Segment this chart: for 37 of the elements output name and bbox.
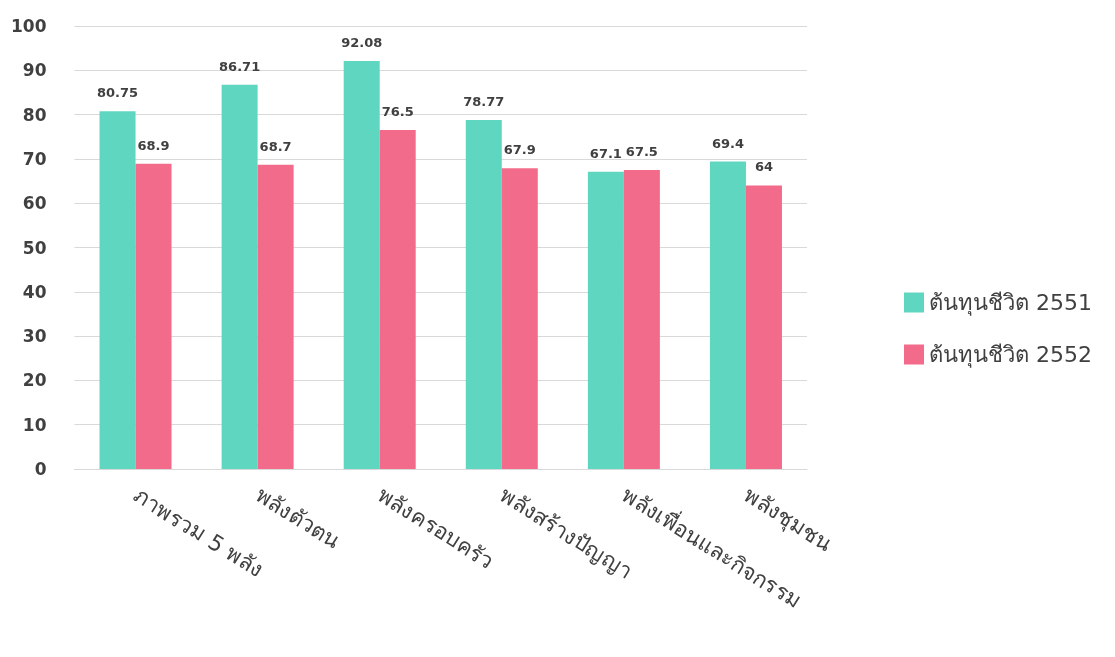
- data-label: 78.77: [463, 94, 505, 110]
- bar: [99, 111, 136, 469]
- bar: [257, 164, 294, 469]
- y-tick-label: 50: [22, 237, 47, 258]
- data-label: 67.1: [589, 145, 622, 161]
- data-label: 67.5: [625, 143, 658, 159]
- bar: [379, 130, 416, 469]
- bar: [501, 168, 538, 469]
- bar: [745, 185, 782, 469]
- bar: [587, 171, 624, 469]
- bar: [343, 61, 380, 469]
- bar: [135, 163, 172, 469]
- data-label: 76.5: [381, 104, 414, 120]
- data-label: 92.08: [341, 35, 383, 51]
- y-tick-label: 80: [22, 104, 47, 125]
- bar: [221, 84, 258, 469]
- y-tick-label: 40: [22, 281, 47, 302]
- legend-label: ต้นทุนชีวิต 2551: [929, 290, 1092, 316]
- y-tick-label: 60: [22, 193, 47, 214]
- y-tick-label: 100: [10, 16, 47, 36]
- data-label: 68.7: [259, 138, 292, 154]
- bar: [623, 169, 660, 469]
- data-label: 69.4: [711, 135, 744, 151]
- data-label: 68.9: [137, 137, 170, 153]
- y-tick-label: 90: [22, 60, 47, 81]
- data-label: 64: [754, 159, 773, 175]
- data-label: 86.71: [219, 58, 261, 74]
- data-label: 80.75: [96, 85, 139, 101]
- bar: [709, 161, 746, 469]
- y-tick-label: 30: [22, 326, 47, 347]
- y-tick-label: 20: [22, 370, 47, 391]
- legend-label: ต้นทุนชีวิต 2552: [929, 342, 1092, 368]
- y-tick-label: 10: [22, 414, 47, 435]
- y-tick-label: 70: [22, 148, 47, 169]
- data-label: 67.9: [503, 142, 536, 158]
- bar: [465, 120, 502, 469]
- y-tick-label: 0: [34, 459, 47, 479]
